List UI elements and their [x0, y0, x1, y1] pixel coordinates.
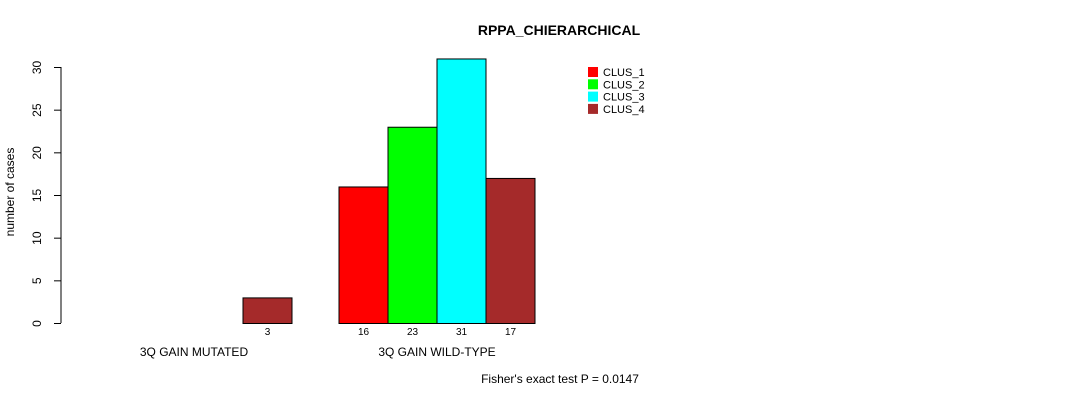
bar-value-label: 23 [407, 327, 419, 338]
bar-clus_2-wild-type [387, 126, 438, 324]
y-tick-label: 15 [30, 189, 44, 203]
bar-clus_4-wild-type [485, 177, 536, 324]
category-labels-group: 3Q GAIN MUTATED 3Q GAIN WILD-TYPE [140, 345, 496, 359]
legend-label-clus_1: CLUS_1 [603, 67, 645, 79]
y-tick-label: 10 [30, 231, 44, 245]
fisher-test-footnote: Fisher's exact test P = 0.0147 [481, 372, 639, 386]
category-label: 3Q GAIN MUTATED [140, 345, 249, 359]
bar-value-label: 17 [505, 327, 517, 338]
y-tick-label: 30 [30, 61, 44, 75]
y-tick-label: 0 [30, 320, 44, 327]
legend-label-clus_2: CLUS_2 [603, 79, 645, 91]
bar-clus_4-mutated [242, 297, 293, 324]
bar-clus_3-wild-type [436, 58, 487, 324]
y-tick-label: 20 [30, 146, 44, 160]
bar-value-label: 31 [456, 327, 468, 338]
bar-value-label: 3 [265, 327, 271, 338]
y-axis-label: number of cases [3, 148, 17, 237]
y-tick-label: 5 [30, 277, 44, 284]
legend-swatch-clus_1 [588, 67, 598, 77]
chart-title: RPPA_CHIERARCHICAL [478, 22, 641, 38]
bar-clus_1-wild-type [338, 186, 389, 324]
legend-label-clus_3: CLUS_3 [603, 92, 645, 104]
value-labels-group: 3 16 23 31 17 [265, 327, 517, 338]
legend-swatch-clus_2 [588, 79, 598, 90]
bar-value-label: 16 [358, 327, 370, 338]
bars-group [242, 58, 536, 324]
legend-label-clus_4: CLUS_4 [603, 104, 645, 116]
legend-swatch-clus_4 [588, 103, 598, 114]
y-axis-ticks: 0 5 10 15 20 25 30 [30, 61, 61, 327]
legend-swatch-clus_3 [588, 91, 598, 102]
category-label: 3Q GAIN WILD-TYPE [378, 345, 495, 359]
y-tick-label: 25 [30, 103, 44, 117]
